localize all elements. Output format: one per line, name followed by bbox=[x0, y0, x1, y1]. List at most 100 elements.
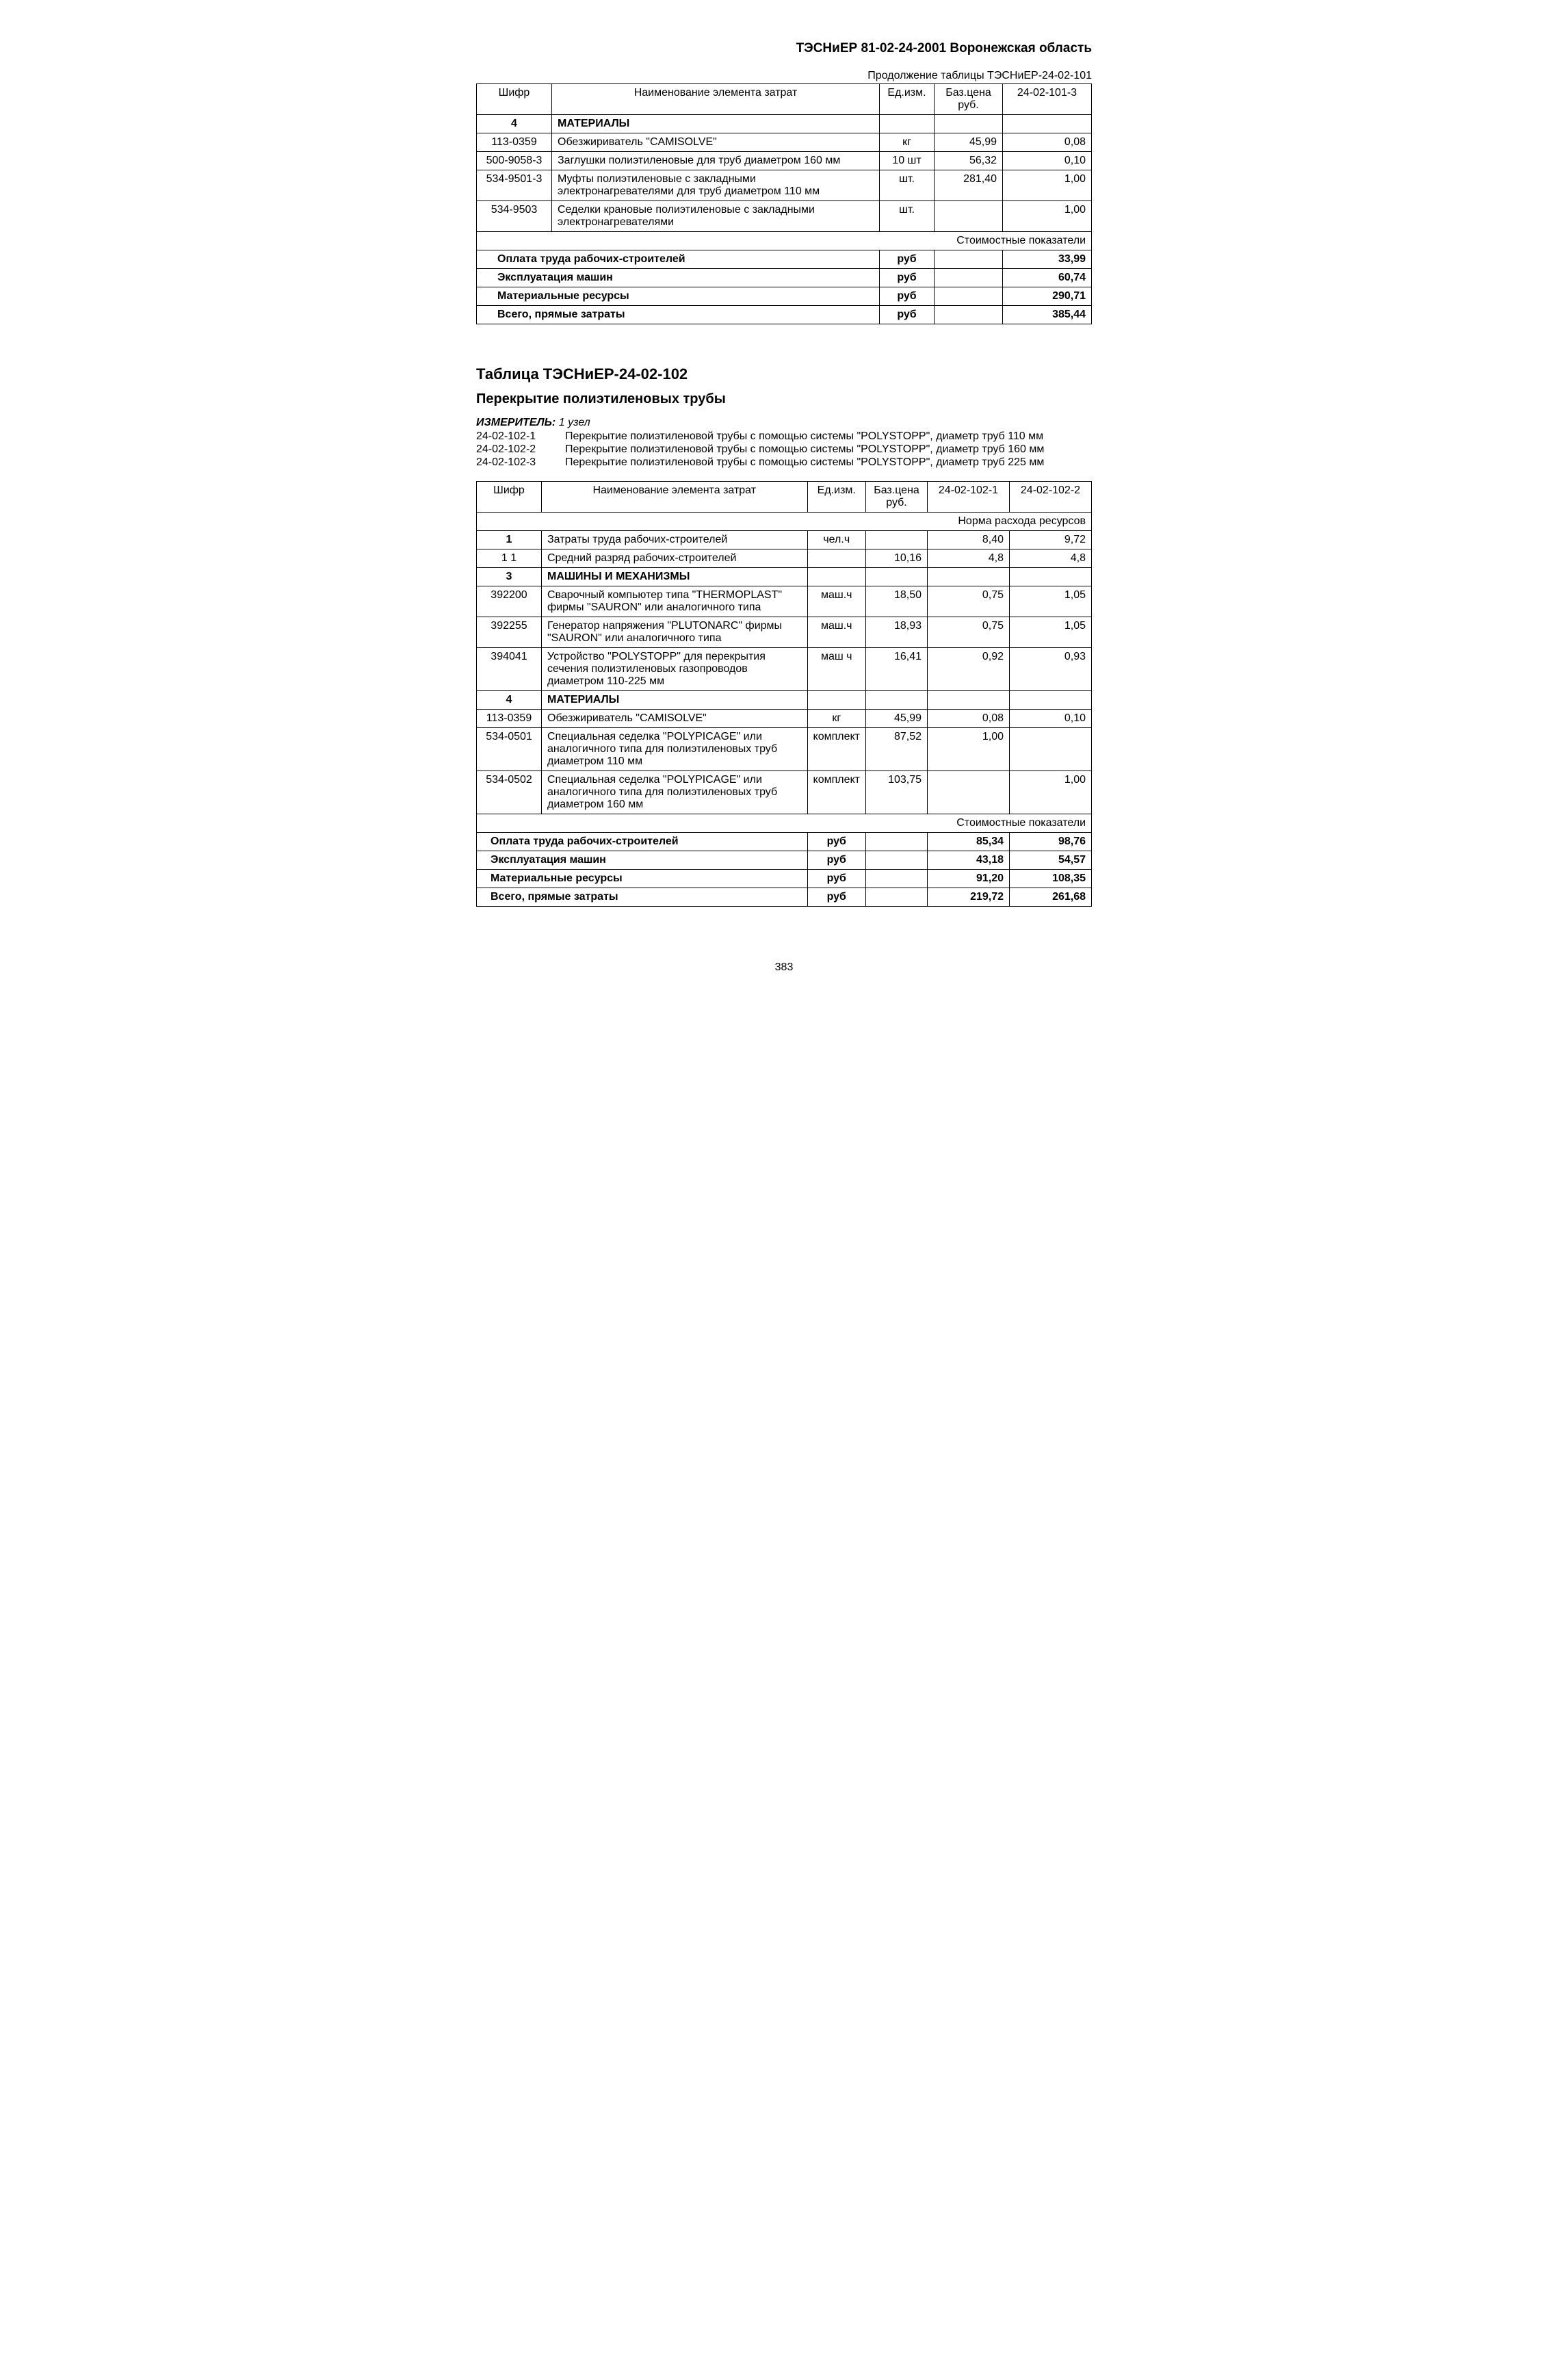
cell: кг bbox=[880, 133, 935, 152]
cell: 60,74 bbox=[1003, 269, 1092, 287]
cell: маш.ч bbox=[807, 617, 865, 648]
table-row: 534-0501Специальная седелка "POLYPICAGE"… bbox=[477, 728, 1092, 771]
t2-row1: 1 Затраты труда рабочих-строителей чел.ч… bbox=[477, 531, 1092, 549]
cell: 16,41 bbox=[866, 648, 928, 691]
th2-col6: 24-02-102-2 bbox=[1010, 482, 1092, 513]
cell: 0,08 bbox=[928, 710, 1010, 728]
cell: чел.ч bbox=[807, 531, 865, 549]
table-row: 113-0359Обезжириватель "CAMISOLVE"кг45,9… bbox=[477, 133, 1092, 152]
cell: Заглушки полиэтиленовые для труб диаметр… bbox=[552, 152, 880, 170]
th-name: Наименование элемента затрат bbox=[552, 84, 880, 115]
cell: 10,16 bbox=[866, 549, 928, 568]
cell: руб bbox=[807, 888, 865, 907]
cell: 0,93 bbox=[1010, 648, 1092, 691]
indicators-label-1: Стоимостные показатели bbox=[477, 232, 1092, 250]
section-4-row: 4 МАТЕРИАЛЫ bbox=[477, 115, 1092, 133]
desc-code: 24-02-102-2 bbox=[476, 443, 565, 456]
cell: руб bbox=[880, 269, 935, 287]
cell: шт. bbox=[880, 170, 935, 201]
cell bbox=[935, 269, 1003, 287]
cell: 392200 bbox=[477, 586, 542, 617]
cell: 0,75 bbox=[928, 586, 1010, 617]
cell: Материальные ресурсы bbox=[477, 870, 808, 888]
cell: 1,00 bbox=[1003, 201, 1092, 232]
summary-row: Эксплуатация машинруб60,74 bbox=[477, 269, 1092, 287]
table-row: 534-0502Специальная седелка "POLYPICAGE"… bbox=[477, 771, 1092, 814]
cell: шт. bbox=[880, 201, 935, 232]
cell: Генератор напряжения "PLUTONARC" фирмы "… bbox=[542, 617, 808, 648]
t2-row11: 1 1 Средний разряд рабочих-строителей 10… bbox=[477, 549, 1092, 568]
cell: 45,99 bbox=[866, 710, 928, 728]
cell: 54,57 bbox=[1010, 851, 1092, 870]
cell: 290,71 bbox=[1003, 287, 1092, 306]
doc-header: ТЭСНиЕР 81-02-24-2001 Воронежская област… bbox=[476, 41, 1092, 56]
description-item: 24-02-102-1Перекрытие полиэтиленовой тру… bbox=[476, 430, 1092, 443]
table2-title: Таблица ТЭСНиЕР-24-02-102 bbox=[476, 365, 1092, 383]
cell: 534-9503 bbox=[477, 201, 552, 232]
cell: комплект bbox=[807, 728, 865, 771]
cell: руб bbox=[880, 287, 935, 306]
cell: 98,76 bbox=[1010, 833, 1092, 851]
cell: 85,34 bbox=[928, 833, 1010, 851]
table-row: 392200Сварочный компьютер типа "THERMOPL… bbox=[477, 586, 1092, 617]
measure-value-text: 1 узел bbox=[559, 417, 590, 428]
cell: МАШИНЫ И МЕХАНИЗМЫ bbox=[542, 568, 808, 586]
cell: маш.ч bbox=[807, 586, 865, 617]
cell: Средний разряд рабочих-строителей bbox=[542, 549, 808, 568]
desc-text: Перекрытие полиэтиленовой трубы с помощь… bbox=[565, 456, 1044, 469]
th2-price: Баз.цена руб. bbox=[866, 482, 928, 513]
cell bbox=[1010, 728, 1092, 771]
summary-row: Всего, прямые затратыруб219,72261,68 bbox=[477, 888, 1092, 907]
cell: Оплата труда рабочих-строителей bbox=[477, 833, 808, 851]
table-row: 500-9058-3Заглушки полиэтиленовые для тр… bbox=[477, 152, 1092, 170]
table-2: Шифр Наименование элемента затрат Ед.изм… bbox=[476, 481, 1092, 907]
cell: 18,50 bbox=[866, 586, 928, 617]
th2-unit: Ед.изм. bbox=[807, 482, 865, 513]
cell: Оплата труда рабочих-строителей bbox=[477, 250, 880, 269]
cell: 0,10 bbox=[1003, 152, 1092, 170]
table-row: 394041Устройство "POLYSTOPP" для перекры… bbox=[477, 648, 1092, 691]
cell bbox=[866, 531, 928, 549]
description-item: 24-02-102-2Перекрытие полиэтиленовой тру… bbox=[476, 443, 1092, 456]
cell: 1,05 bbox=[1010, 617, 1092, 648]
cell: 87,52 bbox=[866, 728, 928, 771]
cell: руб bbox=[807, 833, 865, 851]
cell bbox=[935, 287, 1003, 306]
cell: 1,00 bbox=[1003, 170, 1092, 201]
th2-col5: 24-02-102-1 bbox=[928, 482, 1010, 513]
cell: Специальная седелка "POLYPICAGE" или ана… bbox=[542, 771, 808, 814]
cell bbox=[866, 851, 928, 870]
cell: Сварочный компьютер типа "THERMOPLAST" ф… bbox=[542, 586, 808, 617]
cell: 4,8 bbox=[928, 549, 1010, 568]
cell: 534-0501 bbox=[477, 728, 542, 771]
table-row: 534-9501-3Муфты полиэтиленовые с закладн… bbox=[477, 170, 1092, 201]
cell bbox=[866, 833, 928, 851]
desc-text: Перекрытие полиэтиленовой трубы с помощь… bbox=[565, 430, 1043, 443]
norm-label: Норма расхода ресурсов bbox=[477, 513, 1092, 531]
th-price: Баз.цена руб. bbox=[935, 84, 1003, 115]
section-3-row: 3 МАШИНЫ И МЕХАНИЗМЫ bbox=[477, 568, 1092, 586]
cell: Муфты полиэтиленовые с закладными электр… bbox=[552, 170, 880, 201]
cell: Обезжириватель "CAMISOLVE" bbox=[552, 133, 880, 152]
summary-row: Оплата труда рабочих-строителейруб 85,349… bbox=[477, 833, 1092, 851]
cell: 45,99 bbox=[935, 133, 1003, 152]
cell: 0,92 bbox=[928, 648, 1010, 691]
table-1: Шифр Наименование элемента затрат Ед.изм… bbox=[476, 83, 1092, 324]
cell: кг bbox=[807, 710, 865, 728]
cell: 0,75 bbox=[928, 617, 1010, 648]
table-row: 392255Генератор напряжения "PLUTONARC" ф… bbox=[477, 617, 1092, 648]
cell: 9,72 bbox=[1010, 531, 1092, 549]
cell: 91,20 bbox=[928, 870, 1010, 888]
cell: 1,05 bbox=[1010, 586, 1092, 617]
cell: Материальные ресурсы bbox=[477, 287, 880, 306]
cell: 392255 bbox=[477, 617, 542, 648]
table-1-header-row: Шифр Наименование элемента затрат Ед.изм… bbox=[477, 84, 1092, 115]
cell: 394041 bbox=[477, 648, 542, 691]
cell: 1,00 bbox=[928, 728, 1010, 771]
cell: МАТЕРИАЛЫ bbox=[542, 691, 808, 710]
cell: 261,68 bbox=[1010, 888, 1092, 907]
cell bbox=[928, 771, 1010, 814]
cell: 1,00 bbox=[1010, 771, 1092, 814]
table-2-header-row: Шифр Наименование элемента затрат Ед.изм… bbox=[477, 482, 1092, 513]
cell: руб bbox=[807, 851, 865, 870]
